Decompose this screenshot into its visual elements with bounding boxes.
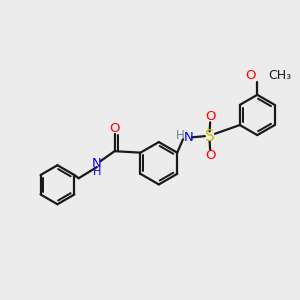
Text: CH₃: CH₃ (268, 70, 292, 83)
Text: H: H (176, 129, 184, 142)
Text: O: O (205, 149, 215, 162)
Text: N: N (184, 131, 193, 144)
Text: O: O (205, 110, 215, 123)
Text: O: O (245, 70, 256, 83)
Text: S: S (205, 129, 214, 144)
Text: N: N (92, 157, 102, 170)
Text: H: H (93, 167, 101, 177)
Text: O: O (109, 122, 120, 135)
